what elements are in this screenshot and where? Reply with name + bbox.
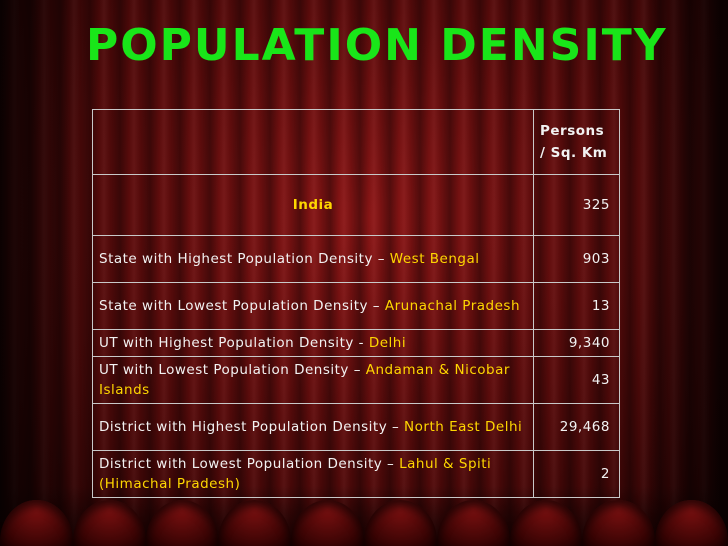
swag — [582, 500, 656, 546]
swag — [655, 500, 728, 546]
swag — [145, 500, 219, 546]
table-row: UT with Lowest Population Density – Anda… — [92, 356, 620, 404]
row-highlight: Delhi — [368, 335, 407, 351]
curtain-right-decoration — [638, 0, 728, 546]
header-unit-cell: Persons / Sq. Km — [533, 109, 620, 175]
table-row: UT with Highest Population Density - Del… — [92, 329, 620, 357]
row-value: 9,340 — [533, 329, 620, 357]
row-label: District with Lowest Population Density … — [92, 450, 534, 498]
curtain-swags — [0, 500, 728, 546]
row-highlight: Lahul & Spiti (Himachal Pradesh) — [99, 456, 492, 492]
row-label: UT with Highest Population Density - Del… — [92, 329, 534, 357]
india-label: India — [92, 174, 534, 236]
row-highlight: Andaman & Nicobar Islands — [99, 362, 510, 398]
row-value: 2 — [533, 450, 620, 498]
india-value: 325 — [533, 174, 620, 236]
row-label: State with Highest Population Density – … — [92, 235, 534, 283]
swag — [509, 500, 583, 546]
row-value: 29,468 — [533, 403, 620, 451]
population-density-table: Persons / Sq. Km India 325 State with Hi… — [92, 109, 620, 498]
row-label: District with Highest Population Density… — [92, 403, 534, 451]
row-value: 13 — [533, 282, 620, 330]
row-prefix: District with Lowest Population Density … — [99, 456, 400, 472]
row-highlight: Arunachal Pradesh — [384, 298, 520, 314]
row-prefix: State with Highest Population Density – — [99, 251, 390, 267]
header-row: Persons / Sq. Km — [92, 109, 620, 175]
table-row: State with Lowest Population Density – A… — [92, 282, 620, 330]
table-row: District with Highest Population Density… — [92, 403, 620, 451]
swag — [436, 500, 510, 546]
swag — [72, 500, 146, 546]
row-prefix: District with Highest Population Density… — [99, 419, 405, 435]
row-prefix: UT with Lowest Population Density – — [99, 362, 366, 378]
header-unit-label: Persons / Sq. Km — [540, 123, 608, 161]
slide-title: POPULATION DENSITY — [86, 20, 668, 71]
row-prefix: State with Lowest Population Density – — [99, 298, 385, 314]
row-value: 903 — [533, 235, 620, 283]
row-highlight: West Bengal — [389, 251, 480, 267]
row-value: 43 — [533, 356, 620, 404]
swag — [0, 500, 73, 546]
row-prefix: UT with Highest Population Density - — [99, 335, 369, 351]
table-row: State with Highest Population Density – … — [92, 235, 620, 283]
india-row: India 325 — [92, 174, 620, 236]
row-highlight: North East Delhi — [404, 419, 523, 435]
curtain-left-decoration — [0, 0, 90, 546]
table-row: District with Lowest Population Density … — [92, 450, 620, 498]
header-empty-cell — [92, 109, 534, 175]
swag — [291, 500, 364, 546]
row-label: State with Lowest Population Density – A… — [92, 282, 534, 330]
swag — [363, 500, 437, 546]
swag — [218, 500, 292, 546]
row-label: UT with Lowest Population Density – Anda… — [92, 356, 534, 404]
